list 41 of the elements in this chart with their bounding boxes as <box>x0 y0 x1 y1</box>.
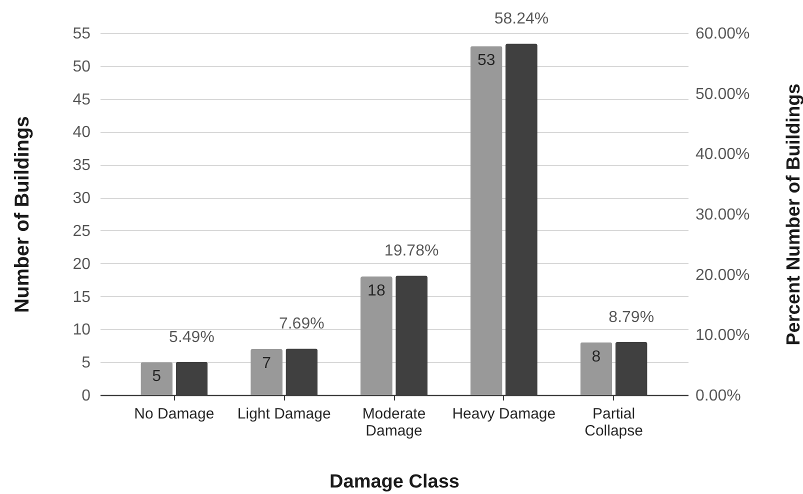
y-tick-label: 25 <box>72 222 91 240</box>
bar <box>580 342 612 395</box>
y2-tick-label: 60.00% <box>696 26 750 42</box>
data-label: 18 <box>368 282 386 300</box>
x-tick-label: No Damage <box>134 406 214 422</box>
y2-tick-label: 20.00% <box>696 266 750 284</box>
data-label: 5 <box>152 368 162 386</box>
y2-tick-label: 40.00% <box>696 146 750 164</box>
x-tick-label: Heavy Damage <box>452 406 556 422</box>
data-label: 8.79% <box>608 308 654 326</box>
data-label: 58.24% <box>494 10 549 28</box>
y-tick-label: 35 <box>72 157 91 174</box>
y2-tick-label: 0.00% <box>696 388 741 404</box>
y-tick-label: 0 <box>82 388 91 404</box>
bar <box>360 276 392 395</box>
y-tick-label: 50 <box>72 58 91 76</box>
x-axis-title: Damage Class <box>330 472 460 492</box>
bar <box>140 362 173 395</box>
x-tick-label: Light Damage <box>237 406 331 422</box>
y-tick-label: 40 <box>72 124 91 142</box>
y-tick-label: 55 <box>72 26 91 42</box>
x-tick-label: Partial Collapse <box>584 406 643 440</box>
bar <box>250 348 283 395</box>
y2-tick-label: 50.00% <box>696 86 750 103</box>
y-tick-label: 20 <box>72 256 91 273</box>
x-tick-label: Moderate Damage <box>362 406 426 440</box>
y2-tick-label: 10.00% <box>696 327 750 344</box>
y-tick-label: 30 <box>72 190 91 208</box>
data-label: 5.49% <box>169 328 214 346</box>
data-label: 19.78% <box>384 242 439 260</box>
y-axis-title: Number of Buildings <box>12 116 34 313</box>
data-label: 7.69% <box>278 316 324 333</box>
y-tick-label: 45 <box>72 91 91 108</box>
data-label: 8 <box>592 348 601 366</box>
y2-tick-label: 30.00% <box>696 206 750 224</box>
data-label: 7 <box>262 354 272 372</box>
y-tick-label: 10 <box>72 322 91 339</box>
y-tick-label: 5 <box>82 354 91 372</box>
y-tick-label: 15 <box>72 288 91 306</box>
bar <box>470 46 502 395</box>
data-label: 53 <box>477 52 496 70</box>
